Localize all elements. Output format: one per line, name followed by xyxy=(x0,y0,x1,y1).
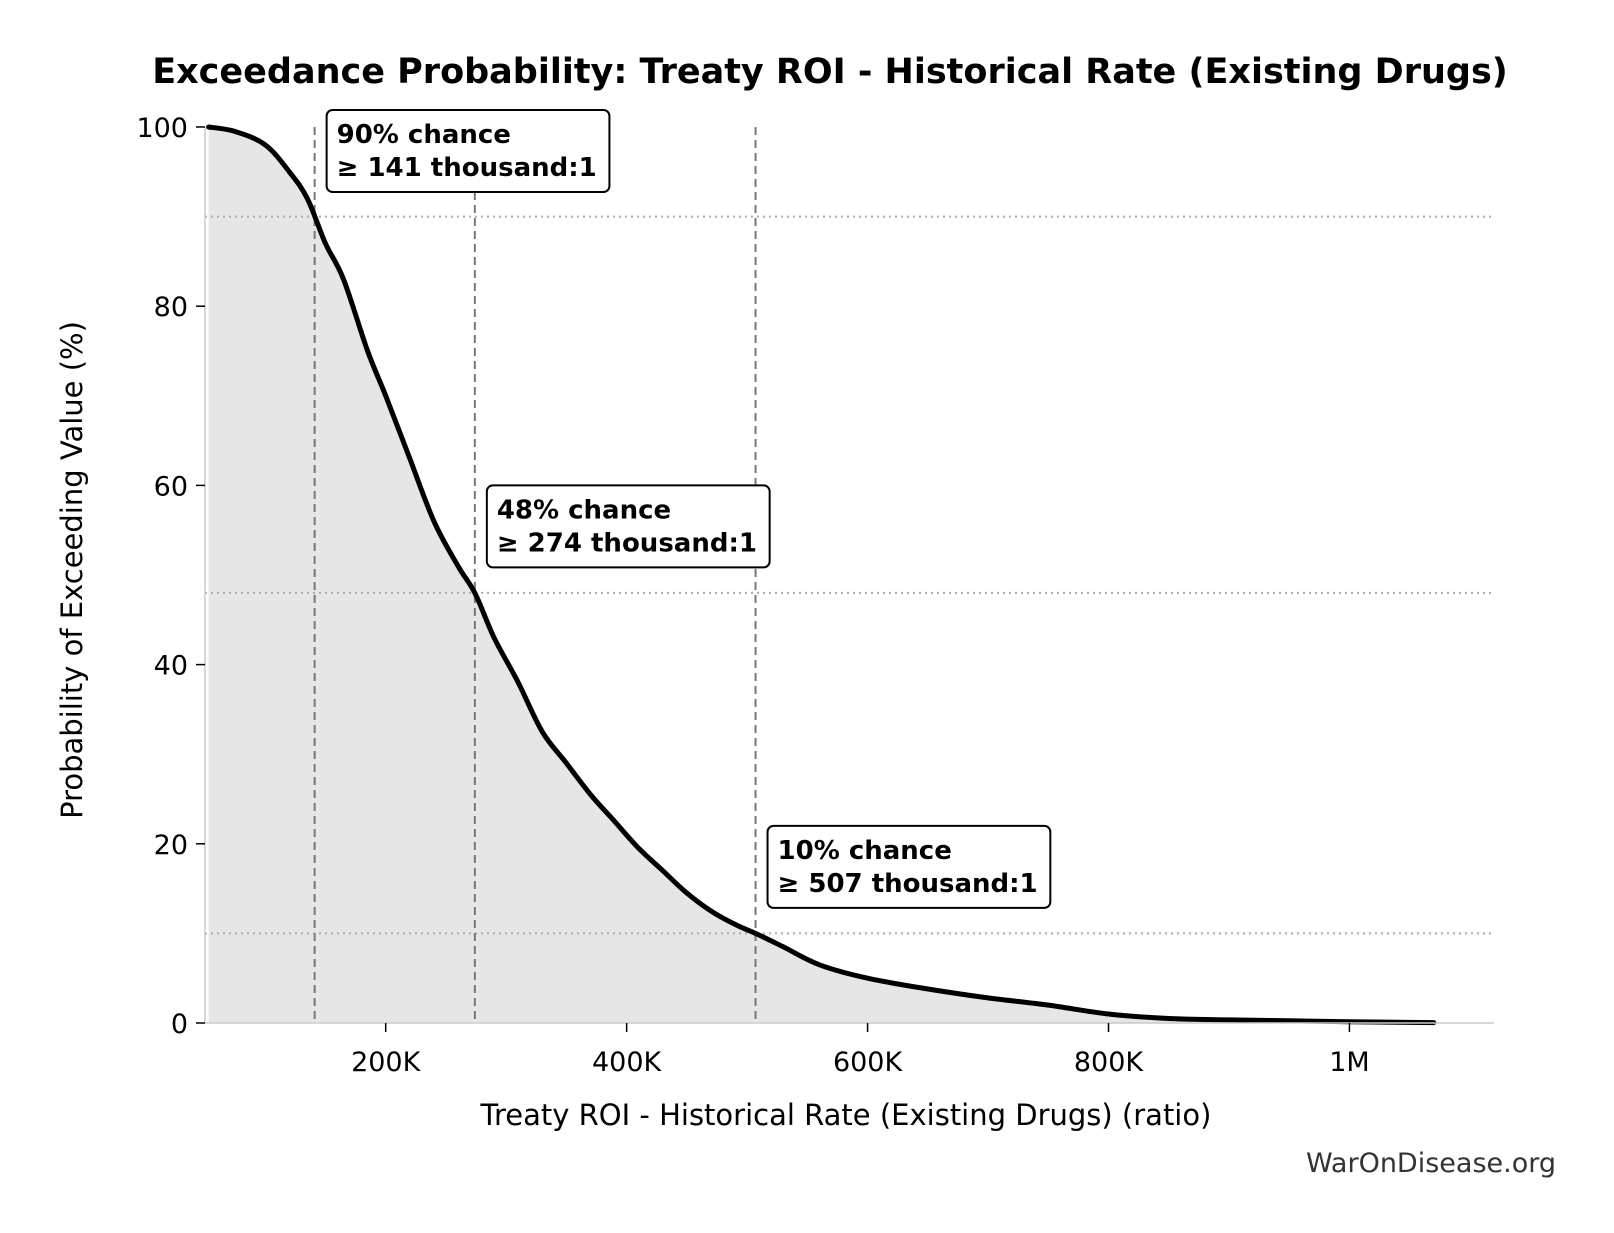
annotation-box xyxy=(325,109,611,193)
annotation-box xyxy=(766,824,1052,909)
exceedance-area xyxy=(208,127,1434,1023)
x-axis-label: Treaty ROI - Historical Rate (Existing D… xyxy=(480,1098,1212,1132)
y-tick-label: 80 xyxy=(154,292,188,323)
y-tick-label: 60 xyxy=(154,471,188,502)
x-tick-label: 400K xyxy=(592,1047,663,1078)
y-axis-label: Probability of Exceeding Value (%) xyxy=(55,321,89,819)
threshold-annotation: 90% chance≥ 141 thousand:1 xyxy=(325,109,611,193)
credit-label: WarOnDisease.org xyxy=(1306,1148,1556,1179)
exceedance-curve xyxy=(206,124,1437,1026)
annotation-box xyxy=(485,484,771,569)
y-tick-label: 100 xyxy=(136,113,188,144)
threshold-annotation: 10% chance≥ 507 thousand:1 xyxy=(766,824,1052,909)
annotation-probability: 90% chance xyxy=(337,120,511,150)
y-tick-label: 20 xyxy=(154,830,188,861)
chart-title: Exceedance Probability: Treaty ROI - His… xyxy=(152,52,1508,92)
annotation-probability: 48% chance xyxy=(497,495,671,525)
y-tick-label: 0 xyxy=(171,1009,188,1040)
annotation-probability: 10% chance xyxy=(778,836,952,866)
x-tick-label: 600K xyxy=(833,1047,904,1078)
annotation-value: ≥ 507 thousand:1 xyxy=(778,869,1038,899)
x-tick-label: 800K xyxy=(1074,1047,1145,1078)
threshold-annotation: 48% chance≥ 274 thousand:1 xyxy=(485,484,771,569)
x-tick-label: 1M xyxy=(1329,1047,1369,1078)
y-tick-label: 40 xyxy=(154,651,188,682)
plot-area: 0 20 40 60 80 100 200K 400K 600K 800K 1M 90% chance… xyxy=(136,109,1494,1078)
x-tick-label: 200K xyxy=(351,1047,422,1078)
annotation-value: ≥ 141 thousand:1 xyxy=(337,153,597,183)
annotation-value: ≥ 274 thousand:1 xyxy=(497,528,757,558)
